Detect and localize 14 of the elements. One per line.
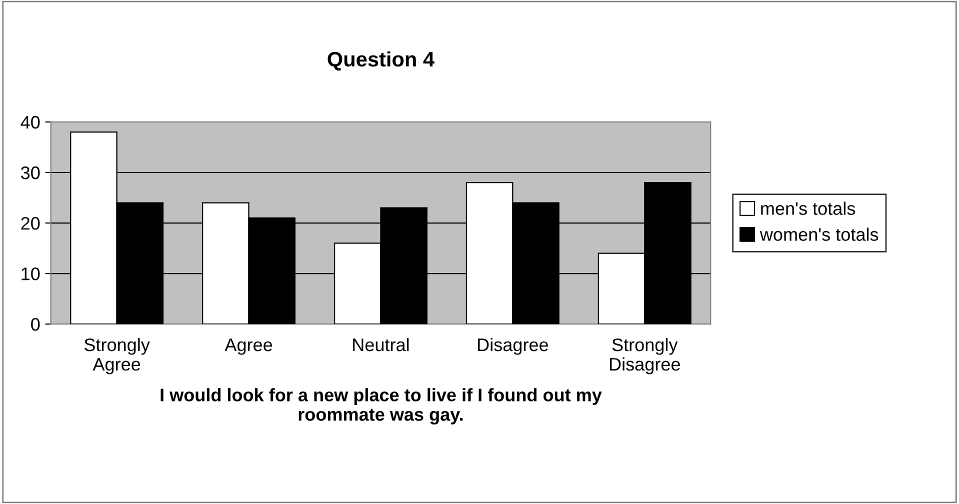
y-tick-label: 30	[21, 166, 40, 180]
legend-label: men's totals	[761, 202, 856, 215]
x-tick-label: Disagree	[478, 338, 548, 355]
x-tick-label: Strongly Agree	[84, 338, 150, 374]
x-tick-label: Strongly Disagree	[610, 338, 680, 374]
legend-label: women's totals	[760, 228, 878, 241]
y-tick-label: 0	[31, 318, 40, 331]
y-tick-label: 40	[20, 116, 40, 129]
y-tick-label: 20	[21, 216, 40, 230]
x-tick-label: Agree	[224, 338, 272, 355]
x-axis-title: I would look for a new place to live if I found out my roommate was gay.	[160, 388, 602, 424]
x-tick-label: Neutral	[353, 338, 409, 352]
chart-title: Question 4	[328, 51, 434, 71]
y-tick-label: 10	[22, 267, 40, 280]
